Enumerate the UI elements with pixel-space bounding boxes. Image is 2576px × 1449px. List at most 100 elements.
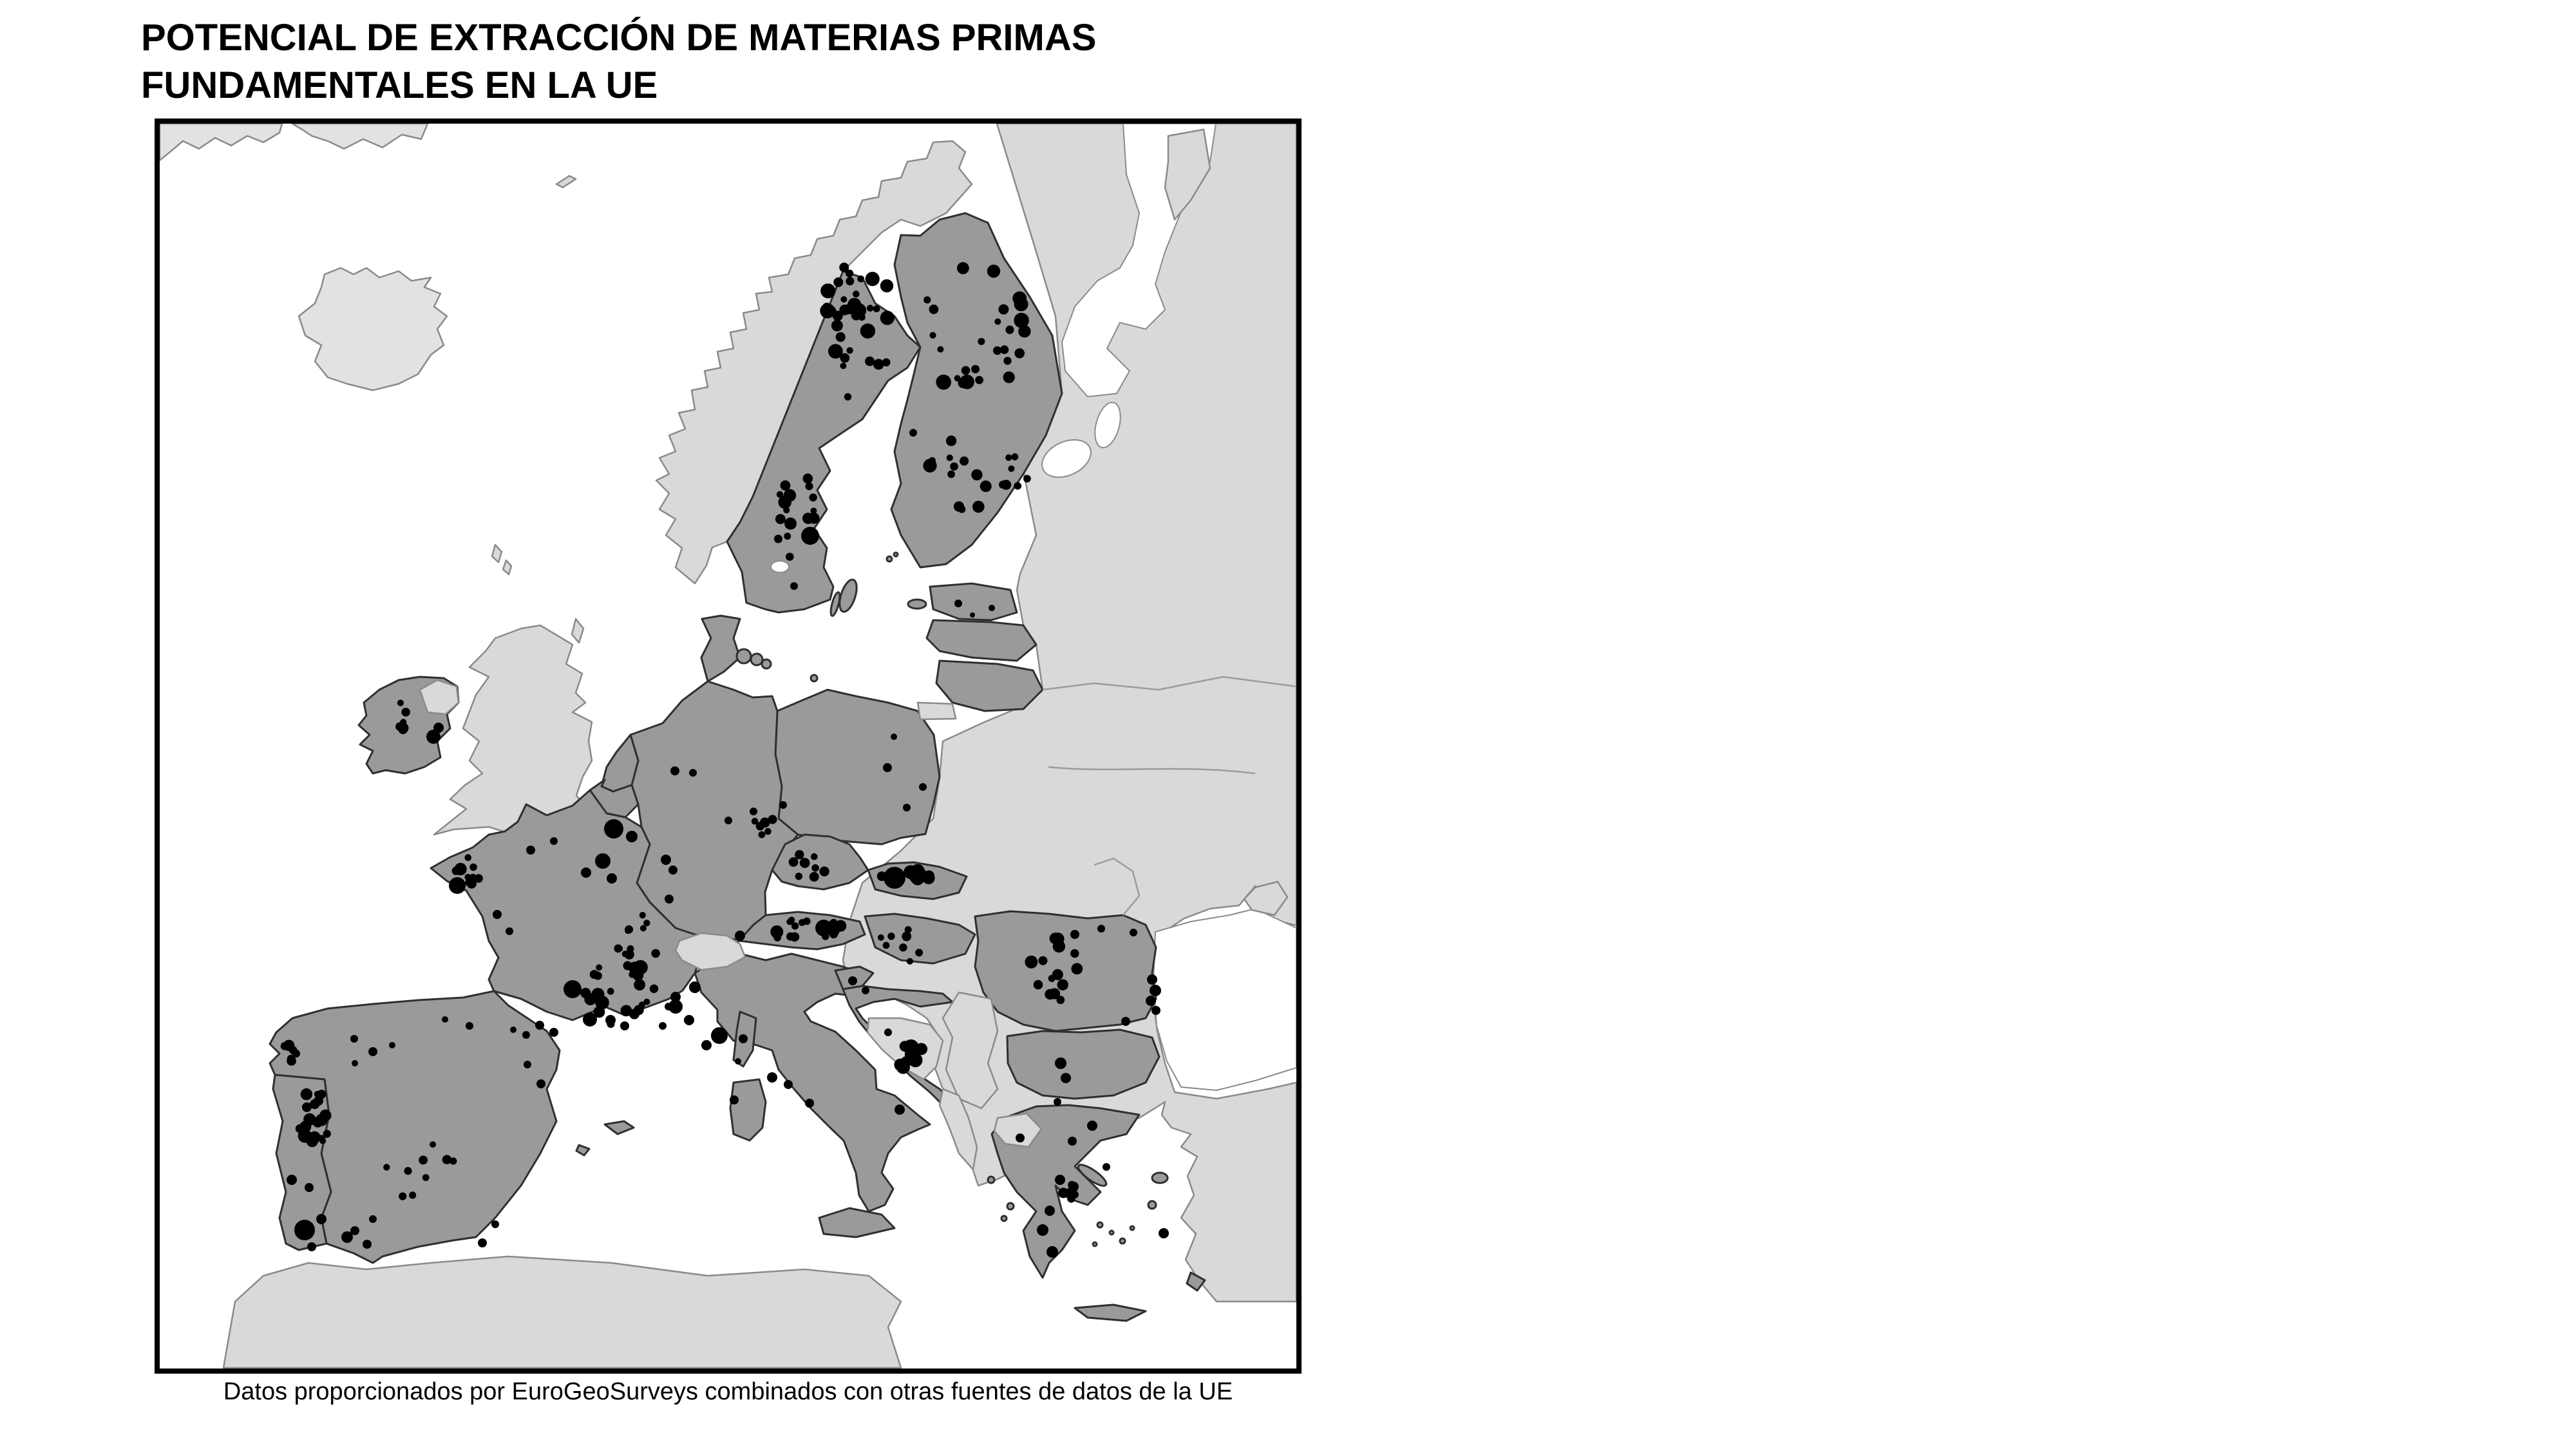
site-dot — [397, 723, 409, 734]
site-dot — [625, 927, 632, 934]
site-dot — [783, 489, 797, 502]
site-dot — [426, 730, 440, 744]
site-dot — [1014, 297, 1028, 312]
site-dot — [1037, 1224, 1048, 1236]
site-dot — [866, 305, 874, 312]
site-dot — [1070, 930, 1079, 939]
site-dot — [954, 600, 962, 607]
site-dot — [689, 769, 697, 777]
site-dot — [882, 358, 891, 366]
site-dot — [1054, 1098, 1061, 1106]
site-dot — [730, 1095, 739, 1104]
region-estonia — [929, 582, 1018, 621]
region-greenland-east — [291, 124, 429, 150]
site-dot — [923, 296, 931, 304]
site-dot — [946, 454, 953, 462]
site-dot — [659, 1022, 667, 1030]
site-dot — [620, 1005, 632, 1017]
site-dot — [1147, 974, 1157, 985]
site-dot — [369, 1215, 377, 1223]
site-dot — [383, 1164, 390, 1171]
site-dot — [665, 895, 674, 904]
site-dot — [1005, 454, 1012, 461]
border-belarus-russia — [1042, 676, 1296, 691]
site-dot — [352, 1060, 358, 1066]
site-dot — [815, 920, 832, 936]
site-dot — [811, 864, 819, 872]
site-dot — [751, 817, 759, 825]
site-dot — [493, 910, 502, 919]
saaremaa-island — [907, 598, 927, 610]
site-dot — [464, 854, 472, 861]
site-dot — [1121, 1017, 1130, 1026]
site-dot — [564, 980, 582, 998]
site-dot — [801, 527, 819, 545]
site-dot — [1003, 357, 1012, 365]
region-poland — [774, 688, 941, 846]
europe-map — [160, 124, 1296, 1368]
site-dot — [882, 942, 890, 949]
map-frame — [155, 118, 1302, 1374]
site-dot — [524, 1061, 531, 1068]
site-dot — [950, 462, 958, 471]
site-dot — [773, 535, 783, 544]
region-hungary — [864, 913, 976, 965]
figure-title: POTENCIAL DE EXTRACCIÓN DE MATERIAS PRIM… — [141, 17, 1097, 106]
danish-island — [750, 652, 764, 667]
site-dot — [1130, 929, 1137, 936]
site-dot — [758, 831, 766, 838]
site-dot — [862, 987, 869, 994]
cyclades-island — [1129, 1225, 1135, 1231]
site-dot — [1051, 933, 1065, 946]
site-dot — [298, 1129, 312, 1143]
site-dot — [474, 874, 483, 883]
site-dot — [1068, 1137, 1077, 1146]
site-dot — [798, 919, 806, 926]
site-dot — [786, 553, 794, 561]
site-dot — [909, 866, 927, 884]
gotland-island — [838, 578, 858, 613]
lake-ladoga — [1041, 439, 1092, 478]
site-dot — [788, 857, 799, 867]
site-dot — [780, 480, 791, 491]
site-dot — [884, 867, 905, 889]
site-dot — [1048, 988, 1061, 999]
site-dot — [399, 1192, 407, 1200]
site-dot — [639, 925, 647, 932]
site-dot — [510, 1027, 516, 1033]
site-dot — [784, 517, 797, 530]
site-dot — [773, 933, 782, 942]
site-dot — [1014, 348, 1025, 359]
site-dot — [840, 363, 847, 370]
site-dot — [970, 612, 975, 618]
site-dot — [1071, 963, 1083, 975]
site-dot — [442, 1155, 452, 1164]
site-dot — [775, 514, 786, 524]
site-dot — [809, 493, 817, 502]
site-dot — [994, 318, 1001, 325]
site-dot — [605, 1015, 616, 1025]
site-dot — [1025, 955, 1038, 969]
site-dot — [999, 345, 1009, 354]
site-dot — [802, 513, 814, 524]
site-dot — [626, 831, 638, 842]
site-dot — [1014, 312, 1029, 328]
site-dot — [887, 933, 895, 940]
region-kaliningrad — [916, 701, 957, 721]
site-dot — [767, 1072, 777, 1083]
faroe-islands — [491, 544, 513, 576]
site-dot — [739, 1034, 748, 1043]
site-dot — [1016, 1133, 1025, 1142]
site-dot — [853, 290, 860, 298]
site-dot — [1055, 1175, 1065, 1185]
site-dot — [1061, 1073, 1071, 1083]
site-dot — [1097, 925, 1105, 933]
region-serbia — [942, 991, 999, 1110]
kefalonia-island — [1006, 1202, 1015, 1211]
site-dot — [764, 828, 772, 835]
site-dot — [595, 995, 609, 1010]
region-denmark — [700, 614, 741, 683]
site-dot — [1045, 1206, 1055, 1216]
site-dot — [409, 1191, 417, 1199]
site-dot — [616, 945, 623, 952]
